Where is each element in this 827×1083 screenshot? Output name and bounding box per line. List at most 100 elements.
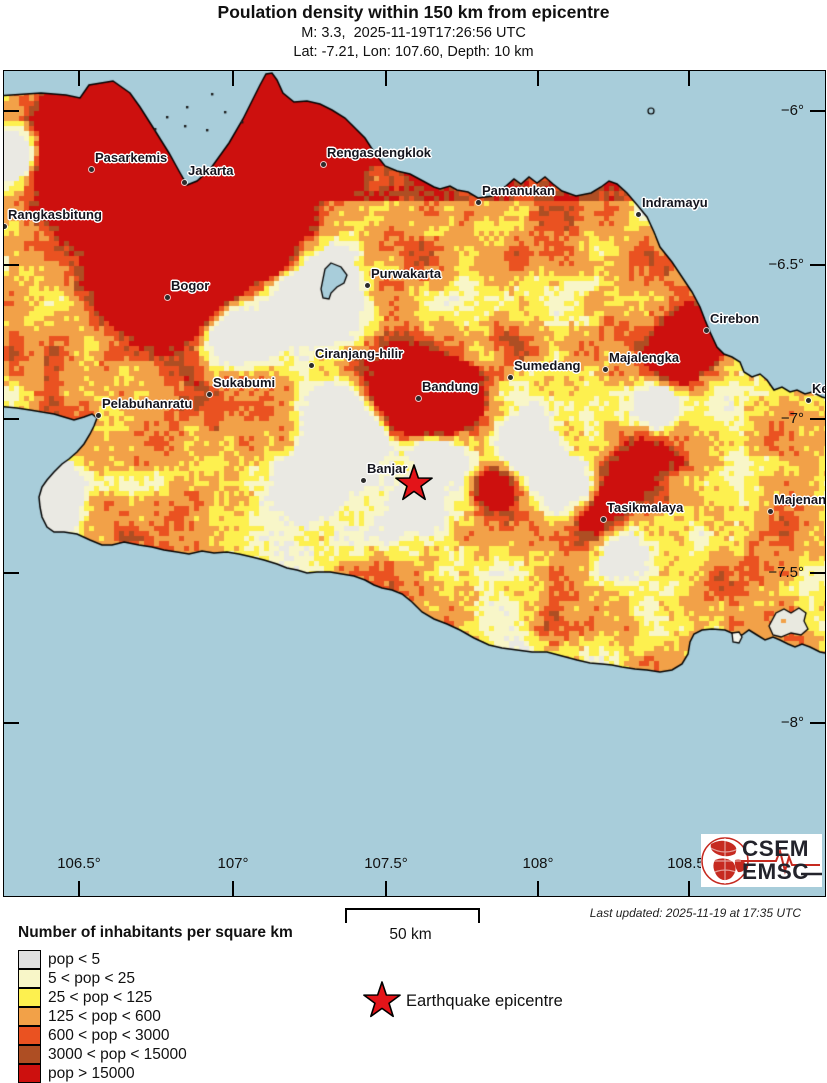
epicenter-star-icon: [395, 464, 433, 501]
legend-epicenter-label: Earthquake epicentre: [406, 992, 563, 1010]
city-dot: [415, 395, 421, 401]
lon-tick-label: 107.5°: [364, 855, 408, 872]
city-dot: [703, 327, 709, 333]
legend-row: pop > 15000: [18, 1064, 318, 1083]
legend-label: pop > 15000: [48, 1065, 135, 1082]
city-dot: [164, 294, 170, 300]
legend-swatch: [18, 1064, 41, 1083]
csem-emsc-logo: CSEM EMSC: [701, 834, 822, 887]
lat-tick-right: [810, 572, 825, 574]
lat-tick-right: [810, 418, 825, 420]
legend-swatch: [18, 969, 41, 988]
lon-tick-top: [78, 71, 80, 86]
lat-tick-left: [4, 264, 19, 266]
lon-tick-top: [537, 71, 539, 86]
lat-tick-label: −7°: [780, 410, 804, 427]
event-magnitude-time: M: 3.3, 2025-11-19T17:26:56 UTC: [301, 25, 526, 41]
scale-bar: [345, 908, 480, 923]
lat-tick-label: −6°: [780, 102, 804, 119]
city-dot: [181, 179, 187, 185]
city-label: Banjar: [367, 461, 408, 476]
city-dot: [805, 397, 811, 403]
legend-row: 600 < pop < 3000: [18, 1026, 318, 1045]
city-dot: [364, 282, 370, 288]
lat-tick-left: [4, 110, 19, 112]
city-dot: [360, 477, 366, 483]
lat-tick-label: −6.5°: [768, 256, 804, 273]
city-dot: [600, 516, 606, 522]
lon-tick-label: 108°: [522, 855, 554, 872]
legend-swatch: [18, 1045, 41, 1064]
city-label: Indramayu: [642, 195, 708, 210]
logo-text-csem: CSEM: [742, 836, 810, 861]
city-label: Bandung: [422, 379, 479, 394]
legend-label: 125 < pop < 600: [48, 1008, 161, 1025]
legend-swatch: [18, 1026, 41, 1045]
lat-tick-right: [810, 264, 825, 266]
city-dot: [308, 362, 314, 368]
city-label: Ciranjang-hilir: [315, 346, 404, 361]
legend-title: Number of inhabitants per square km: [18, 924, 293, 941]
city-label: Bogor: [171, 278, 210, 293]
city-label: Majalengka: [609, 350, 680, 365]
lat-tick-label: −7.5°: [768, 564, 804, 581]
city-label: Purwakarta: [371, 266, 442, 281]
lat-tick-label: −8°: [780, 714, 804, 731]
legend-swatch: [18, 988, 41, 1007]
lon-tick-bottom: [78, 881, 80, 896]
lat-tick-right: [810, 722, 825, 724]
legend-swatch: [18, 1007, 41, 1026]
city-dot: [635, 211, 641, 217]
city-dot: [95, 412, 101, 418]
city-dot: [475, 199, 481, 205]
legend-row: 25 < pop < 125: [18, 988, 318, 1007]
city-dot: [767, 508, 773, 514]
legend-epicenter-star-icon: [363, 981, 401, 1018]
city-dot: [602, 366, 608, 372]
legend-color-scale: pop < 5 5 < pop < 25 25 < pop < 125 125 < p…: [18, 950, 318, 1083]
city-label: Pasarkemis: [95, 150, 168, 165]
city-label: Sumedang: [514, 358, 581, 373]
scale-bar-label: 50 km: [389, 926, 432, 943]
legend-row: 3000 < pop < 15000: [18, 1045, 318, 1064]
legend-label: 5 < pop < 25: [48, 970, 136, 987]
lon-tick-bottom: [537, 881, 539, 896]
legend-row: 125 < pop < 600: [18, 1007, 318, 1026]
last-updated-text: Last updated: 2025-11-19 at 17:35 UTC: [589, 906, 801, 920]
lon-tick-label: 107°: [217, 855, 249, 872]
lon-tick-label: 106.5°: [57, 855, 101, 872]
lat-tick-left: [4, 722, 19, 724]
legend-label: pop < 5: [48, 951, 101, 968]
lon-tick-bottom: [385, 881, 387, 896]
legend-row: 5 < pop < 25: [18, 969, 318, 988]
legend-label: 25 < pop < 125: [48, 989, 153, 1006]
logo-text-emsc: EMSC: [742, 859, 810, 884]
lon-tick-top: [232, 71, 234, 86]
lon-tick-top: [688, 71, 690, 86]
city-dot: [206, 391, 212, 397]
city-label: Pelabuhanratu: [102, 396, 193, 411]
city-label: Ke: [812, 381, 825, 396]
lon-tick-bottom: [232, 881, 234, 896]
city-dot: [507, 374, 513, 380]
city-label: Majenang: [774, 492, 826, 507]
city-label: Jakarta: [188, 163, 234, 178]
legend-label: 3000 < pop < 15000: [48, 1046, 187, 1063]
city-label: Cirebon: [710, 311, 760, 326]
city-label: Sukabumi: [213, 375, 276, 390]
page-title: Poulation density within 150 km from epi…: [217, 2, 610, 22]
map: 106.5° 107° 107.5° 108° 108.5° −6° −6.5° −7° −7.…: [3, 70, 826, 897]
lon-tick-label: 108.5°: [667, 855, 711, 872]
city-label: Tasikmalaya: [607, 500, 684, 515]
city-label: Rengasdengklok: [327, 145, 432, 160]
city-dot: [320, 161, 326, 167]
logo-globe-icon: [701, 837, 822, 885]
city-label: Rangkasbitung: [8, 207, 102, 222]
lat-tick-left: [4, 572, 19, 574]
city-label: Pamanukan: [482, 183, 555, 198]
lon-tick-bottom: [688, 881, 690, 896]
legend-label: 600 < pop < 3000: [48, 1027, 170, 1044]
city-dot: [4, 223, 7, 229]
lat-tick-left: [4, 418, 19, 420]
